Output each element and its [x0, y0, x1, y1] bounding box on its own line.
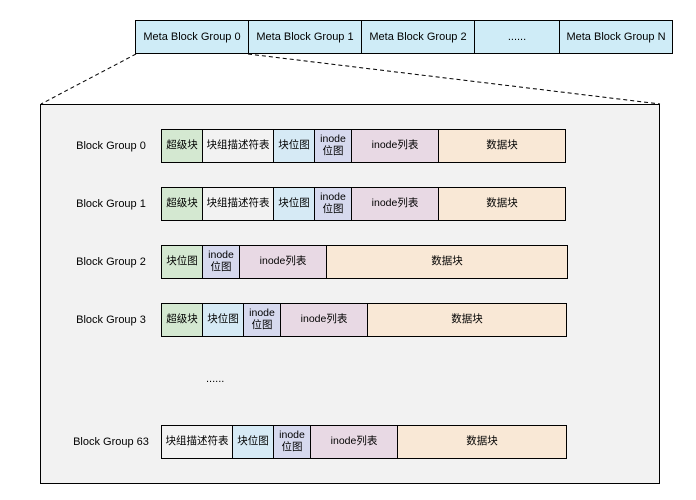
block-group-segments: 块位图inode位图inode列表数据块: [161, 245, 568, 279]
block-group-row-4: Block Group 63块组描述符表块位图inode位图inode列表数据块: [61, 425, 567, 459]
block-group-label: Block Group 63: [61, 436, 161, 448]
segment-data_block: 数据块: [438, 187, 566, 221]
meta-block-group-cell-3: ......: [474, 20, 560, 54]
ellipsis-text: ......: [206, 373, 224, 385]
block-group-detail-box: Block Group 0超级块块组描述符表块位图inode位图inode列表数…: [40, 104, 660, 484]
segment-inode_bitmap: inode位图: [314, 187, 352, 221]
segment-superblock: 超级块: [161, 187, 203, 221]
segment-inode_list: inode列表: [310, 425, 398, 459]
segment-block_bitmap: 块位图: [232, 425, 274, 459]
segment-inode_list: inode列表: [351, 129, 439, 163]
segment-superblock: 块位图: [161, 245, 203, 279]
block-group-label: Block Group 2: [61, 256, 161, 268]
segment-group_desc: 块组描述符表: [202, 187, 274, 221]
segment-superblock: 超级块: [161, 129, 203, 163]
segment-data_block: 数据块: [397, 425, 567, 459]
segment-superblock: 超级块: [161, 303, 203, 337]
block-group-segments: 超级块块位图inode位图inode列表数据块: [161, 303, 567, 337]
connector-right: [248, 54, 660, 104]
block-group-label: Block Group 3: [61, 314, 161, 326]
segment-data_block: 数据块: [326, 245, 568, 279]
segment-inode_bitmap: inode位图: [243, 303, 281, 337]
segment-block_bitmap: 块位图: [202, 303, 244, 337]
segment-inode_list: inode列表: [239, 245, 327, 279]
block-group-row-2: Block Group 2块位图inode位图inode列表数据块: [61, 245, 568, 279]
segment-inode_bitmap: inode位图: [202, 245, 240, 279]
meta-block-group-cell-0: Meta Block Group 0: [135, 20, 249, 54]
meta-block-group-cell-2: Meta Block Group 2: [361, 20, 475, 54]
segment-group_desc: 块组描述符表: [202, 129, 274, 163]
block-group-segments: 超级块块组描述符表块位图inode位图inode列表数据块: [161, 187, 566, 221]
segment-inode_list: inode列表: [351, 187, 439, 221]
segment-block_bitmap: 块位图: [273, 187, 315, 221]
connector-left: [41, 54, 136, 104]
block-group-segments: 超级块块组描述符表块位图inode位图inode列表数据块: [161, 129, 566, 163]
block-group-row-1: Block Group 1超级块块组描述符表块位图inode位图inode列表数…: [61, 187, 566, 221]
segment-inode_bitmap: inode位图: [314, 129, 352, 163]
segment-group_desc: 块组描述符表: [161, 425, 233, 459]
segment-data_block: 数据块: [367, 303, 567, 337]
segment-inode_bitmap: inode位图: [273, 425, 311, 459]
block-group-label: Block Group 0: [61, 140, 161, 152]
block-group-row-0: Block Group 0超级块块组描述符表块位图inode位图inode列表数…: [61, 129, 566, 163]
block-group-label: Block Group 1: [61, 198, 161, 210]
segment-inode_list: inode列表: [280, 303, 368, 337]
meta-block-group-row: Meta Block Group 0Meta Block Group 1Meta…: [135, 20, 673, 54]
segment-block_bitmap: 块位图: [273, 129, 315, 163]
connector-lines: [0, 54, 696, 106]
segment-data_block: 数据块: [438, 129, 566, 163]
block-group-row-3: Block Group 3超级块块位图inode位图inode列表数据块: [61, 303, 567, 337]
block-group-segments: 块组描述符表块位图inode位图inode列表数据块: [161, 425, 567, 459]
meta-block-group-cell-4: Meta Block Group N: [559, 20, 673, 54]
meta-block-group-cell-1: Meta Block Group 1: [248, 20, 362, 54]
